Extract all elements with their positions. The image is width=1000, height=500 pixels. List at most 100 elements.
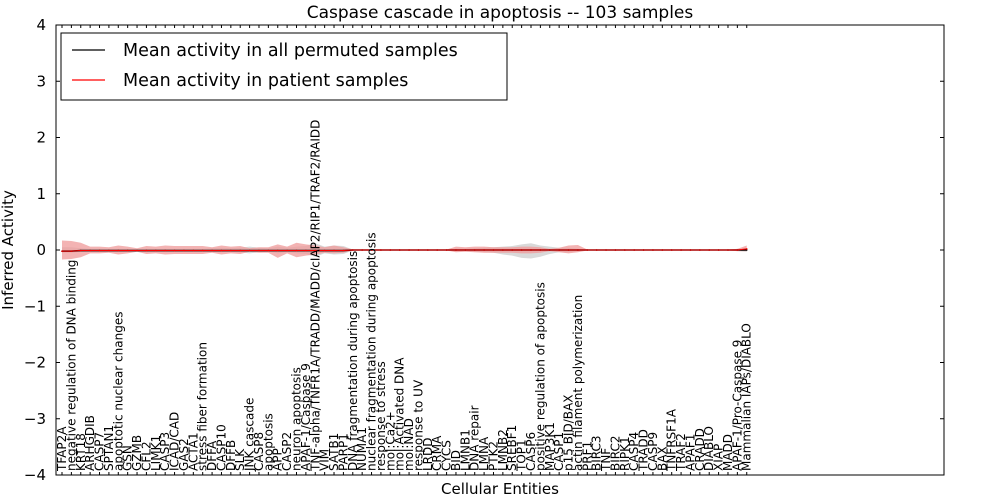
data-point	[361, 249, 363, 251]
category-label: APAF-1/Pro-Caspase 9	[730, 340, 744, 471]
data-point	[117, 249, 120, 252]
category-label: Mammalian IAPs/DIABLO	[740, 323, 754, 471]
data-point	[745, 248, 748, 250]
data-point	[577, 249, 579, 251]
legend-label-permuted: Mean activity in all permuted samples	[123, 41, 458, 61]
data-point	[136, 249, 138, 252]
data-point	[427, 249, 429, 251]
category-label: response to UV	[411, 379, 425, 471]
y-tick-label: −4	[24, 466, 46, 484]
category-label: CFL2	[139, 441, 153, 471]
data-point	[323, 249, 326, 252]
data-point	[164, 249, 166, 252]
data-point	[183, 249, 185, 252]
category-label: LMNB2	[496, 429, 510, 471]
category-label: SATB1	[327, 433, 341, 471]
data-point	[342, 249, 345, 252]
data-point	[745, 249, 748, 251]
y-tick-label: −1	[24, 297, 46, 315]
category-label: CASP10	[214, 424, 228, 471]
category-label: CASP4	[627, 432, 641, 471]
data-point	[79, 249, 82, 252]
category-label: XIAP	[712, 444, 726, 471]
data-point	[661, 249, 664, 251]
data-point	[633, 249, 635, 251]
data-point	[473, 249, 476, 251]
data-point	[417, 249, 420, 251]
category-label: TFAP2A	[55, 426, 69, 472]
category-label: GAS2	[177, 438, 191, 471]
y-tick-label: 1	[36, 185, 46, 203]
data-point	[398, 249, 401, 251]
data-point	[464, 249, 467, 251]
data-point	[605, 249, 607, 251]
data-point	[670, 249, 673, 251]
data-point	[286, 249, 288, 252]
data-point	[295, 249, 298, 252]
category-label: LMNA	[477, 436, 491, 471]
data-point	[192, 249, 195, 252]
data-point	[455, 249, 457, 251]
data-point	[389, 249, 392, 251]
category-label: CRMA	[430, 435, 444, 471]
category-label: APAF-1/Caspase 9	[299, 363, 313, 471]
category-label: VIM	[318, 449, 332, 471]
data-point	[314, 249, 317, 252]
category-label: actin filament polymerization	[571, 295, 585, 471]
category-label: JNK cascade	[243, 398, 257, 472]
category-label: MAP3K1	[543, 422, 557, 471]
data-point	[380, 249, 382, 251]
category-label: DNA repair	[468, 405, 482, 471]
data-point	[267, 249, 270, 252]
data-point	[89, 249, 91, 252]
data-point	[173, 249, 176, 252]
y-tick-label: 2	[36, 129, 46, 147]
data-point	[239, 249, 242, 252]
category-label: apoptotic nuclear changes	[111, 312, 125, 471]
data-point	[689, 249, 692, 251]
data-point	[145, 249, 148, 252]
data-point	[520, 249, 523, 251]
y-tick-label: −3	[24, 410, 46, 428]
category-label: LMNB1	[458, 429, 472, 471]
data-point	[258, 249, 260, 252]
data-point	[558, 249, 560, 251]
category-label: KRT18	[74, 433, 88, 471]
data-point	[530, 249, 532, 251]
category-label: ACTA1	[186, 432, 200, 471]
series-line-patient	[62, 248, 747, 252]
data-point	[70, 250, 73, 252]
category-label: PTK2	[486, 441, 500, 471]
data-point	[539, 249, 542, 251]
category-label: DFFA	[205, 440, 219, 471]
category-label: CASP8	[252, 432, 266, 471]
data-point	[595, 249, 598, 251]
category-label: negative regulation of DNA binding	[64, 260, 78, 471]
category-label: TNF	[599, 448, 613, 472]
data-point	[699, 249, 701, 251]
legend: Mean activity in all permuted samples Me…	[60, 32, 508, 101]
data-point	[211, 249, 213, 252]
data-point	[276, 249, 279, 252]
y-axis-ticks: −4 −3 −2 −1 0 1 2 3 4	[24, 16, 944, 484]
data-point	[727, 249, 729, 251]
data-point	[230, 249, 232, 252]
data-point	[642, 249, 645, 251]
category-label: TNF-alpha/TNFR1A/TRADD/MADD/cIAP2/RIP1/T…	[308, 120, 322, 472]
category-label: CASP7	[93, 432, 107, 471]
y-axis-label: Inferred Activity	[0, 190, 17, 310]
y-tick-label: 0	[36, 241, 46, 259]
data-point	[624, 249, 626, 251]
category-label: apoptosis	[261, 413, 275, 471]
category-label: APAF1	[683, 434, 697, 471]
category-label: CASP1	[552, 432, 566, 471]
data-point	[614, 249, 617, 251]
data-point	[436, 249, 439, 251]
category-label: TNFRSF1A	[665, 408, 679, 472]
category-label: stress fiber formation	[196, 342, 210, 471]
category-label: CASP2	[280, 432, 294, 471]
category-label: BIRC2	[608, 435, 622, 471]
data-point	[126, 249, 129, 252]
